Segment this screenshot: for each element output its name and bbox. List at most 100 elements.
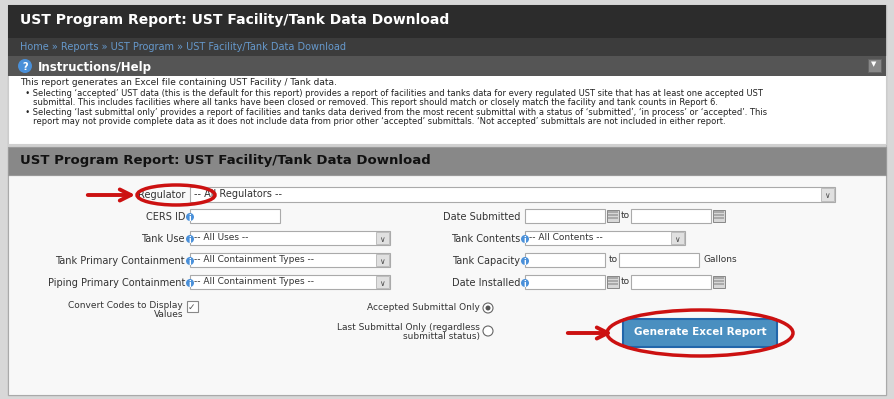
Bar	[714, 277, 724, 279]
Bar	[631, 275, 711, 289]
Bar	[8, 5, 886, 38]
Circle shape	[18, 59, 32, 73]
Text: Home » Reports » UST Program » UST Facility/Tank Data Download: Home » Reports » UST Program » UST Facil…	[20, 42, 346, 52]
Bar	[8, 175, 886, 395]
Bar	[8, 56, 886, 76]
Text: ∨: ∨	[674, 235, 679, 243]
Circle shape	[186, 279, 194, 287]
Bar	[190, 253, 390, 267]
Bar	[608, 214, 618, 216]
Circle shape	[483, 326, 493, 336]
Text: to: to	[621, 277, 630, 286]
Text: Convert Codes to Display: Convert Codes to Display	[68, 301, 183, 310]
Bar	[8, 38, 886, 56]
Text: submittal status): submittal status)	[403, 332, 480, 341]
Text: i: i	[524, 236, 527, 245]
Text: Date Submitted: Date Submitted	[443, 212, 520, 222]
Circle shape	[483, 303, 493, 313]
Text: ∨: ∨	[379, 235, 384, 243]
Text: to: to	[621, 211, 630, 221]
Text: Piping Primary Containment: Piping Primary Containment	[47, 278, 185, 288]
Text: Tank Contents: Tank Contents	[451, 234, 520, 244]
Circle shape	[521, 235, 529, 243]
Text: Instructions/Help: Instructions/Help	[38, 61, 152, 74]
Text: ∨: ∨	[379, 257, 384, 265]
Circle shape	[521, 257, 529, 265]
Bar	[713, 276, 725, 288]
Text: i: i	[189, 214, 191, 223]
Text: -- All Containment Types --: -- All Containment Types --	[194, 255, 314, 264]
Bar	[525, 275, 605, 289]
Circle shape	[186, 213, 194, 221]
Text: Generate Excel Report: Generate Excel Report	[634, 327, 766, 337]
Bar	[608, 211, 618, 213]
Text: i: i	[189, 258, 191, 267]
Circle shape	[485, 306, 491, 310]
Text: i: i	[524, 258, 527, 267]
Bar	[376, 254, 389, 266]
Text: Values: Values	[154, 310, 183, 319]
Text: to: to	[609, 255, 618, 265]
Bar	[714, 217, 724, 219]
Bar	[190, 231, 390, 245]
Text: i: i	[189, 236, 191, 245]
Text: UST Program Report: UST Facility/Tank Data Download: UST Program Report: UST Facility/Tank Da…	[20, 154, 431, 167]
Bar	[714, 283, 724, 285]
Text: Gallons: Gallons	[703, 255, 737, 265]
Text: • Selecting ‘accepted’ UST data (this is the default for this report) provides a: • Selecting ‘accepted’ UST data (this is…	[20, 89, 763, 98]
Text: • Selecting ‘last submittal only’ provides a report of facilities and tanks data: • Selecting ‘last submittal only’ provid…	[20, 108, 767, 117]
Text: Regulator: Regulator	[138, 190, 185, 200]
Text: ∨: ∨	[379, 279, 384, 288]
Bar	[619, 253, 699, 267]
Bar	[714, 280, 724, 282]
Text: UST Program Report: UST Facility/Tank Data Download: UST Program Report: UST Facility/Tank Da…	[20, 13, 450, 27]
Bar	[376, 232, 389, 244]
Text: -- All Uses --: -- All Uses --	[194, 233, 249, 242]
Bar	[608, 283, 618, 285]
Text: ?: ?	[22, 62, 28, 72]
Text: Accepted Submittal Only: Accepted Submittal Only	[367, 303, 480, 312]
Text: Last Submittal Only (regardless: Last Submittal Only (regardless	[337, 323, 480, 332]
Bar	[190, 275, 390, 289]
Bar	[714, 211, 724, 213]
Bar	[187, 301, 198, 312]
Text: ✓: ✓	[188, 303, 196, 312]
Text: submittal. This includes facilities where all tanks have been closed or removed.: submittal. This includes facilities wher…	[20, 98, 718, 107]
Text: -- All Containment Types --: -- All Containment Types --	[194, 277, 314, 286]
FancyBboxPatch shape	[623, 319, 777, 347]
Text: Tank Primary Containment: Tank Primary Containment	[55, 256, 185, 266]
Text: Tank Use: Tank Use	[141, 234, 185, 244]
Bar	[190, 209, 280, 223]
Bar	[607, 210, 619, 222]
Text: i: i	[189, 280, 191, 289]
Text: Date Installed: Date Installed	[451, 278, 520, 288]
Bar	[608, 277, 618, 279]
Bar	[8, 56, 886, 144]
Text: Tank Capacity: Tank Capacity	[452, 256, 520, 266]
Bar	[631, 209, 711, 223]
Bar	[868, 59, 881, 72]
Text: -- All Regulators --: -- All Regulators --	[194, 189, 282, 199]
Text: i: i	[524, 280, 527, 289]
Bar	[607, 276, 619, 288]
Bar	[376, 276, 389, 288]
Bar	[8, 144, 886, 147]
Text: -- All Contents --: -- All Contents --	[529, 233, 603, 242]
Bar	[713, 210, 725, 222]
Bar	[608, 217, 618, 219]
Circle shape	[186, 235, 194, 243]
Text: ▼: ▼	[872, 61, 877, 67]
Circle shape	[521, 279, 529, 287]
Text: This report generates an Excel file containing UST Facility / Tank data.: This report generates an Excel file cont…	[20, 78, 337, 87]
Bar	[8, 147, 886, 175]
Bar	[671, 232, 684, 244]
Bar	[608, 280, 618, 282]
Bar	[525, 231, 685, 245]
Bar	[714, 214, 724, 216]
Bar	[525, 253, 605, 267]
Bar	[525, 209, 605, 223]
Text: CERS ID: CERS ID	[146, 212, 185, 222]
Text: ∨: ∨	[824, 191, 830, 200]
Bar	[190, 187, 835, 202]
Bar	[821, 188, 834, 201]
